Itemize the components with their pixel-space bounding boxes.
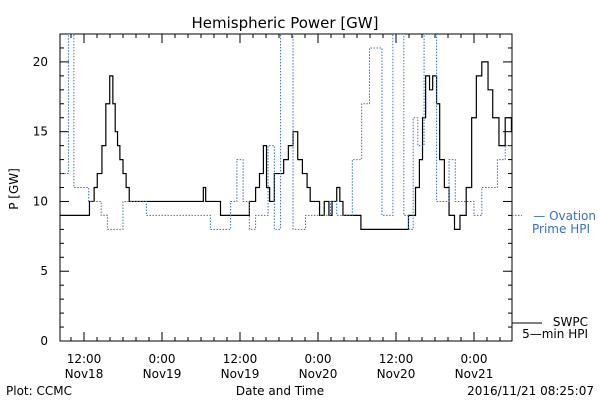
x-tick-date-label: Nov20 <box>299 367 338 381</box>
plot-credit: Plot: CCMC <box>6 384 72 398</box>
legend-ovation-label-2: Prime HPI <box>532 222 590 236</box>
timestamp: 2016/11/21 08:25:07 <box>467 384 594 398</box>
x-tick-time-label: 0:00 <box>305 352 332 366</box>
x-tick-date-label: Nov21 <box>455 367 494 381</box>
x-axis-label: Date and Time <box>236 384 324 398</box>
x-tick-date-label: Nov19 <box>143 367 182 381</box>
y-tick-label: 0 <box>40 334 48 348</box>
x-tick-date-label: Nov18 <box>65 367 104 381</box>
y-tick-label: 10 <box>33 194 48 208</box>
series-layer <box>60 34 512 230</box>
x-tick-time-label: 0:00 <box>149 352 176 366</box>
y-tick-label: 5 <box>40 264 48 278</box>
y-tick-label: 20 <box>33 55 48 69</box>
y-axis-label: P [GW] <box>7 168 21 210</box>
x-tick-time-label: 12:00 <box>67 352 102 366</box>
axes: 0510152012:00Nov180:00Nov1912:00Nov190:0… <box>33 33 513 381</box>
x-tick-time-label: 12:00 <box>379 352 414 366</box>
x-tick-time-label: 12:00 <box>223 352 258 366</box>
ovation-prime-series-line <box>60 34 512 230</box>
x-tick-date-label: Nov20 <box>377 367 416 381</box>
swpc-hpi-series-line <box>60 61 512 230</box>
y-tick-label: 15 <box>33 125 48 139</box>
chart-title: Hemispheric Power [GW] <box>192 14 379 32</box>
legend-swpc-label-1: SWPC <box>553 315 588 329</box>
legend-ovation-label-1: — Ovation <box>533 209 596 223</box>
x-tick-date-label: Nov19 <box>221 367 260 381</box>
legend-swpc-label-2: 5—min HPI <box>522 327 588 341</box>
x-tick-time-label: 0:00 <box>461 352 488 366</box>
